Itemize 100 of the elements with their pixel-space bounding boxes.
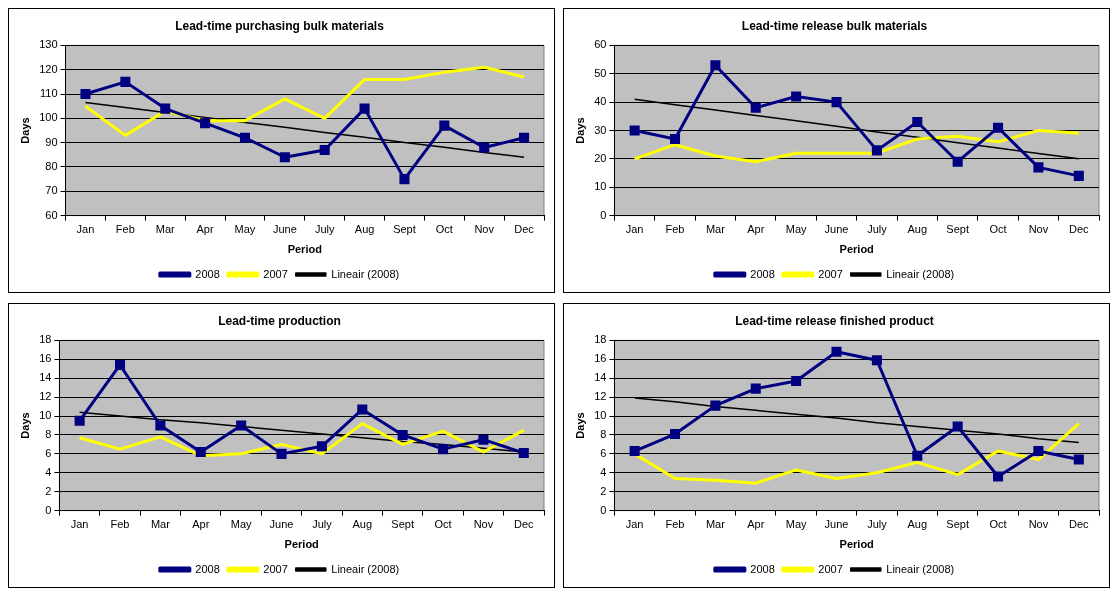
x-tick-label: Mar <box>155 223 176 236</box>
x-tick-label: June <box>269 518 294 531</box>
x-tick-label: June <box>824 518 849 531</box>
x-tick-label: Nov <box>474 223 495 236</box>
y-tick-label: 10 <box>594 180 607 193</box>
y-tick-label: 80 <box>45 160 58 172</box>
y-tick-label: 30 <box>594 123 607 136</box>
x-tick-label: Dec <box>514 518 535 531</box>
x-tick-label: Oct <box>989 223 1007 236</box>
x-tick-label: Feb <box>110 518 130 531</box>
x-tick-label: June <box>824 223 849 236</box>
x-tick-label: Jan <box>625 223 644 236</box>
chart-title: Lead-time production <box>218 313 341 328</box>
x-tick-label: Nov <box>1028 518 1049 531</box>
legend-label: 2008 <box>195 267 220 280</box>
y-tick-label: 6 <box>600 446 607 459</box>
x-tick-label: July <box>312 518 333 531</box>
y-axis-title: Days <box>573 412 586 439</box>
legend-label: 2007 <box>818 267 843 280</box>
y-tick-label: 60 <box>594 38 607 51</box>
x-tick-label: May <box>785 223 808 236</box>
x-tick-label: July <box>867 223 888 236</box>
y-tick-label: 14 <box>39 371 52 384</box>
x-tick-label: Aug <box>907 223 928 236</box>
y-tick-label: 14 <box>594 371 607 384</box>
y-tick-label: 0 <box>45 503 52 516</box>
x-tick-label: Jan <box>625 518 644 531</box>
x-tick-label: Oct <box>989 518 1007 531</box>
x-tick-label: July <box>314 223 335 236</box>
x-axis-title: Period <box>839 538 874 551</box>
x-tick-label: May <box>230 518 253 531</box>
y-tick-label: 0 <box>600 503 607 516</box>
y-tick-label: 8 <box>600 427 607 440</box>
x-tick-label: July <box>867 518 888 531</box>
y-tick-label: 2 <box>45 484 52 497</box>
y-tick-label: 4 <box>600 465 607 478</box>
y-tick-label: 120 <box>39 62 58 75</box>
y-tick-label: 8 <box>45 427 52 440</box>
legend-label: 2007 <box>818 562 843 575</box>
y-tick-label: 60 <box>45 208 58 221</box>
x-tick-label: Aug <box>354 223 375 236</box>
x-tick-label: Sept <box>393 223 416 236</box>
y-tick-label: 100 <box>39 111 58 124</box>
x-tick-label: Feb <box>115 223 135 236</box>
legend-label: Lineair (2008) <box>886 562 955 575</box>
y-tick-label: 16 <box>39 352 52 365</box>
x-tick-label: Apr <box>192 518 210 531</box>
y-tick-label: 20 <box>594 151 607 164</box>
legend-label: Lineair (2008) <box>331 562 400 575</box>
x-tick-label: Mar <box>705 518 726 531</box>
x-tick-label: Jan <box>76 223 95 236</box>
x-tick-label: Mar <box>150 518 171 531</box>
x-tick-label: Feb <box>665 518 685 531</box>
x-axis-title: Period <box>284 538 319 551</box>
chart-title: Lead-time release finished product <box>735 313 934 328</box>
legend-label: 2007 <box>263 562 288 575</box>
x-tick-label: Mar <box>705 223 726 236</box>
y-tick-label: 2 <box>600 484 607 497</box>
x-tick-label: Dec <box>1069 518 1090 531</box>
y-tick-label: 12 <box>594 390 607 403</box>
y-tick-label: 12 <box>39 390 52 403</box>
y-tick-label: 18 <box>594 333 607 346</box>
legend-label: Lineair (2008) <box>886 267 955 280</box>
x-tick-label: Nov <box>1028 223 1049 236</box>
x-tick-label: Dec <box>1069 223 1090 236</box>
x-tick-label: Apr <box>196 223 214 236</box>
x-tick-label: Dec <box>514 223 535 236</box>
legend-label: 2007 <box>263 267 288 280</box>
x-tick-label: May <box>234 223 256 236</box>
y-tick-label: 6 <box>45 446 52 459</box>
x-tick-label: Feb <box>665 223 685 236</box>
y-tick-label: 50 <box>594 66 607 79</box>
legend-label: 2008 <box>750 562 775 575</box>
y-tick-label: 4 <box>45 465 52 478</box>
y-tick-label: 110 <box>40 87 58 100</box>
x-tick-label: May <box>785 518 808 531</box>
x-tick-label: Sept <box>946 518 969 531</box>
y-tick-label: 18 <box>39 333 52 346</box>
y-tick-label: 10 <box>39 409 52 422</box>
legend-label: 2008 <box>750 267 775 280</box>
x-tick-label: Aug <box>907 518 928 531</box>
x-tick-label: Oct <box>434 518 452 531</box>
y-axis-title: Days <box>18 117 31 144</box>
chart-title: Lead-time purchasing bulk materials <box>175 18 385 33</box>
x-tick-label: Aug <box>352 518 373 531</box>
x-tick-label: Jan <box>70 518 89 531</box>
x-axis-title: Period <box>287 243 322 256</box>
legend-label: Lineair (2008) <box>331 267 400 280</box>
x-tick-label: Sept <box>946 223 969 236</box>
y-tick-label: 40 <box>594 95 607 108</box>
x-tick-label: Sept <box>391 518 414 531</box>
x-axis-title: Period <box>839 243 874 256</box>
x-tick-label: Apr <box>747 518 765 531</box>
x-tick-label: Nov <box>473 518 494 531</box>
legend-label: 2008 <box>195 562 220 575</box>
y-tick-label: 10 <box>594 409 607 422</box>
x-tick-label: Oct <box>435 223 453 236</box>
chart-title: Lead-time release bulk materials <box>741 18 928 33</box>
y-tick-label: 16 <box>594 352 607 365</box>
y-tick-label: 70 <box>45 184 58 197</box>
